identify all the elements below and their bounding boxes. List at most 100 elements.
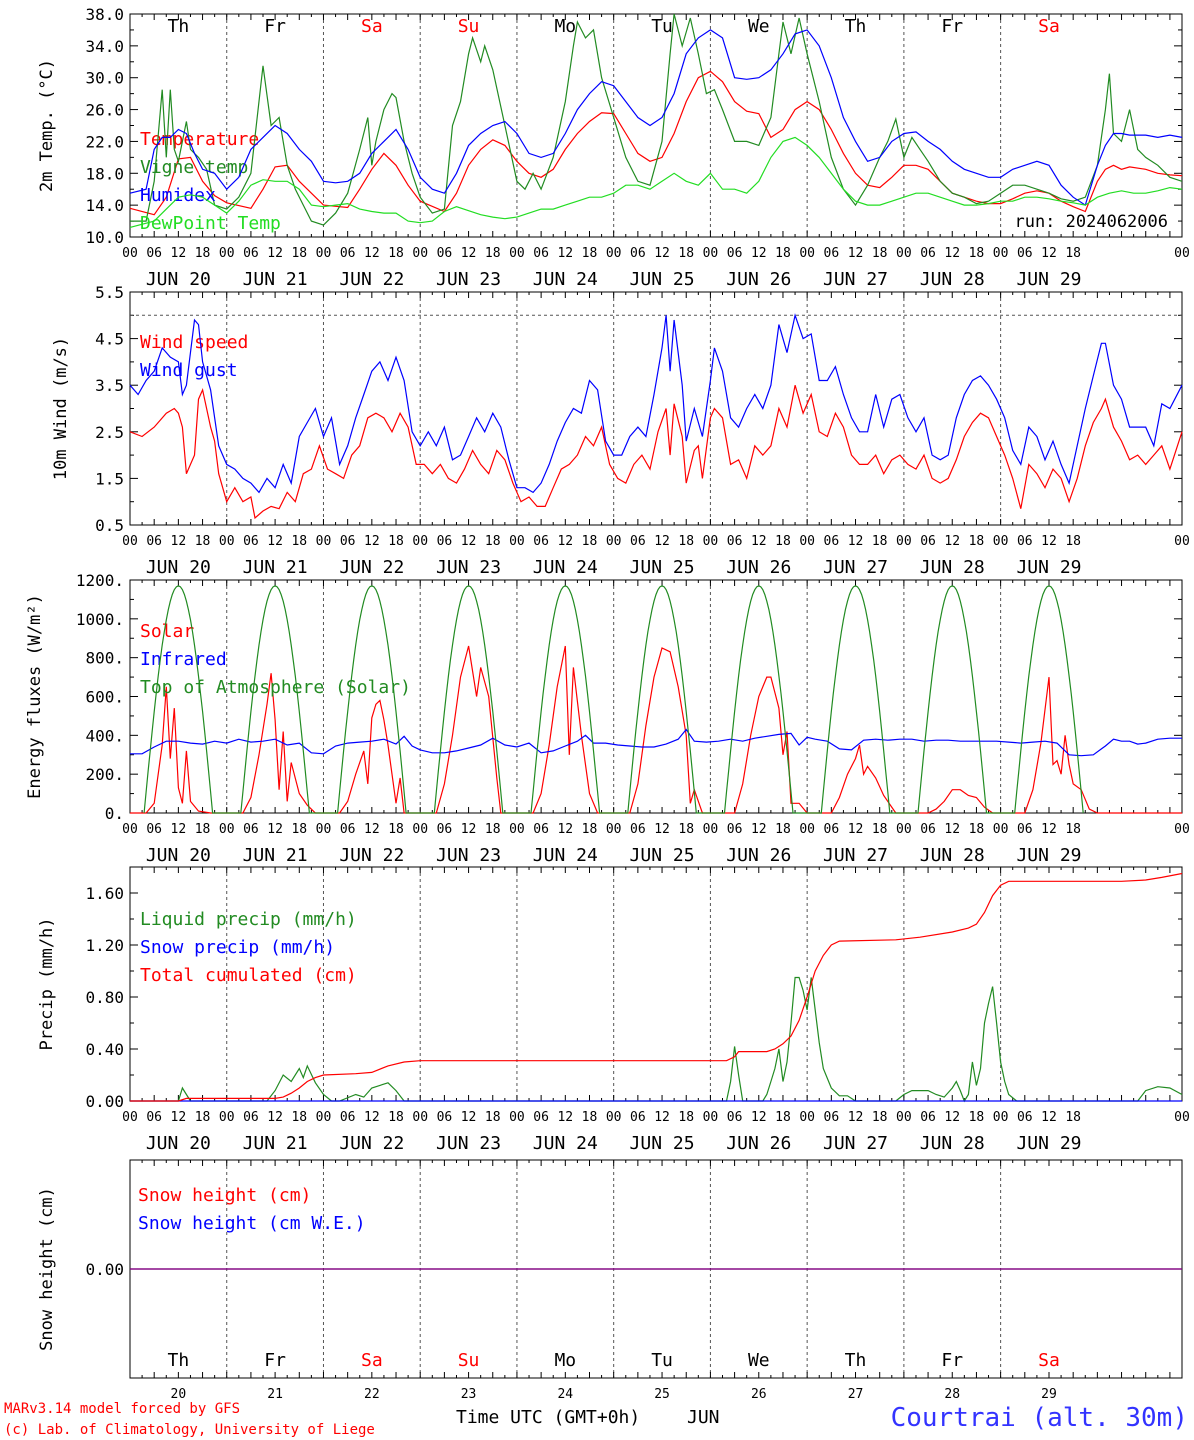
hour-tick-label: 12 (267, 822, 283, 837)
hour-tick-label: 18 (485, 822, 501, 837)
hour-tick-label: 12 (364, 534, 380, 549)
weekday-label: Th (168, 16, 190, 37)
hour-tick-label: 12 (654, 246, 670, 261)
hour-tick-label: 18 (291, 1110, 307, 1125)
hour-tick-label: 12 (461, 1110, 477, 1125)
y-tick-label: 26.0 (85, 101, 124, 120)
date-label: JUN 26 (726, 1133, 791, 1154)
hour-tick-label: 06 (630, 534, 646, 549)
day-number-label: 27 (848, 1387, 864, 1402)
hour-tick-label: 06 (727, 534, 743, 549)
date-label: JUN 20 (146, 557, 211, 578)
hour-tick-label: 18 (1065, 1110, 1081, 1125)
date-label: JUN 29 (1016, 1133, 1081, 1154)
date-label: JUN 20 (146, 269, 211, 290)
hour-tick-label: 00 (122, 534, 138, 549)
hour-tick-label: 18 (872, 246, 888, 261)
hour-tick-label: 00 (122, 246, 138, 261)
hour-tick-label: 06 (437, 1110, 453, 1125)
y-tick-label: 0. (105, 804, 124, 823)
hour-tick-label: 12 (267, 534, 283, 549)
hour-tick-label: 12 (171, 822, 187, 837)
series-line-humidex (129, 29, 1183, 207)
legend-entry: Snow height (cm) (138, 1185, 311, 1206)
y-tick-label: 4.5 (95, 330, 124, 349)
y-tick-label: 0.00 (85, 1092, 124, 1111)
hour-tick-label: 12 (461, 246, 477, 261)
date-label: JUN 26 (726, 269, 791, 290)
hour-tick-label: 00 (316, 246, 332, 261)
legend-entry: DewPoint Temp (140, 213, 281, 234)
y-tick-label: 22.0 (85, 132, 124, 151)
hour-tick-label: 18 (678, 822, 694, 837)
hour-tick-label: 18 (969, 1110, 985, 1125)
hour-tick-label: 18 (582, 246, 598, 261)
credit-lab: (c) Lab. of Climatology, University of L… (4, 1422, 375, 1438)
series-line-solar (130, 645, 1182, 814)
hour-tick-label: 12 (171, 1110, 187, 1125)
date-label: JUN 28 (920, 845, 985, 866)
hour-tick-label: 06 (824, 246, 840, 261)
hour-tick-label: 18 (195, 534, 211, 549)
hour-tick-label: 00 (219, 534, 235, 549)
date-label: JUN 23 (436, 557, 501, 578)
hour-tick-label: 12 (461, 534, 477, 549)
hour-tick-label: 12 (364, 1110, 380, 1125)
hour-tick-label: 00 (1174, 822, 1190, 837)
hour-tick-label: 18 (678, 246, 694, 261)
station-name: Courtrai (alt. 30m) (891, 1403, 1188, 1433)
y-tick-label: 600. (85, 688, 124, 707)
date-label: JUN 24 (533, 269, 598, 290)
day-number-label: 20 (171, 1387, 187, 1402)
hour-tick-label: 00 (509, 534, 525, 549)
weekday-label: We (748, 16, 770, 37)
hour-tick-label: 00 (219, 822, 235, 837)
y-tick-label: 1000. (76, 610, 124, 629)
legend-entry: Top of Atmosphere (Solar) (140, 677, 411, 698)
date-label: JUN 22 (339, 845, 404, 866)
date-label: JUN 28 (920, 557, 985, 578)
hour-tick-label: 18 (969, 246, 985, 261)
date-label: JUN 27 (823, 1133, 888, 1154)
series-line-wind-speed (129, 385, 1183, 520)
weekday-label: Sa (361, 1350, 383, 1371)
hour-tick-label: 18 (775, 534, 791, 549)
hour-tick-label: 12 (654, 822, 670, 837)
hour-tick-label: 00 (1174, 1110, 1190, 1125)
date-label: JUN 24 (533, 1133, 598, 1154)
weekday-label: Sa (1038, 16, 1060, 37)
weekday-label: Tu (651, 1350, 673, 1371)
weekday-label: Sa (361, 16, 383, 37)
y-axis-label: 2m Temp. (°C) (37, 59, 57, 192)
hour-tick-label: 00 (219, 1110, 235, 1125)
hour-tick-label: 06 (533, 246, 549, 261)
panels: 10.0 14.0 18.0 22.0 26.0 30.0 34.0 38.0 2m Temp.… (25, 5, 1190, 1402)
date-label: JUN 21 (243, 1133, 308, 1154)
hour-tick-label: 12 (1041, 246, 1057, 261)
hour-tick-label: 06 (920, 1110, 936, 1125)
series-line-infrared (130, 728, 1182, 757)
weekday-label: Su (458, 16, 480, 37)
y-axis-label: Precip (mm/h) (37, 917, 57, 1050)
hour-tick-label: 18 (1065, 246, 1081, 261)
hour-tick-label: 18 (969, 822, 985, 837)
date-label: JUN 25 (630, 1133, 695, 1154)
weekday-label: Mo (554, 1350, 576, 1371)
day-number-label: 29 (1041, 1387, 1057, 1402)
weekday-label: Tu (651, 16, 673, 37)
hour-tick-label: 12 (944, 1110, 960, 1125)
weekday-label: Th (168, 1350, 190, 1371)
y-tick-label: 30.0 (85, 69, 124, 88)
hour-tick-label: 18 (388, 246, 404, 261)
hour-tick-label: 06 (727, 246, 743, 261)
date-label: JUN 25 (630, 845, 695, 866)
legend-entry: Snow height (cm W.E.) (138, 1213, 366, 1234)
hour-tick-label: 18 (872, 822, 888, 837)
hour-tick-label: 06 (824, 1110, 840, 1125)
x-axis-month: JUN (687, 1407, 720, 1428)
hour-tick-label: 12 (654, 1110, 670, 1125)
hour-tick-label: 18 (485, 1110, 501, 1125)
date-label: JUN 21 (243, 845, 308, 866)
date-label: JUN 25 (630, 269, 695, 290)
series-line-total-cumulated-cm- (130, 872, 1183, 1102)
